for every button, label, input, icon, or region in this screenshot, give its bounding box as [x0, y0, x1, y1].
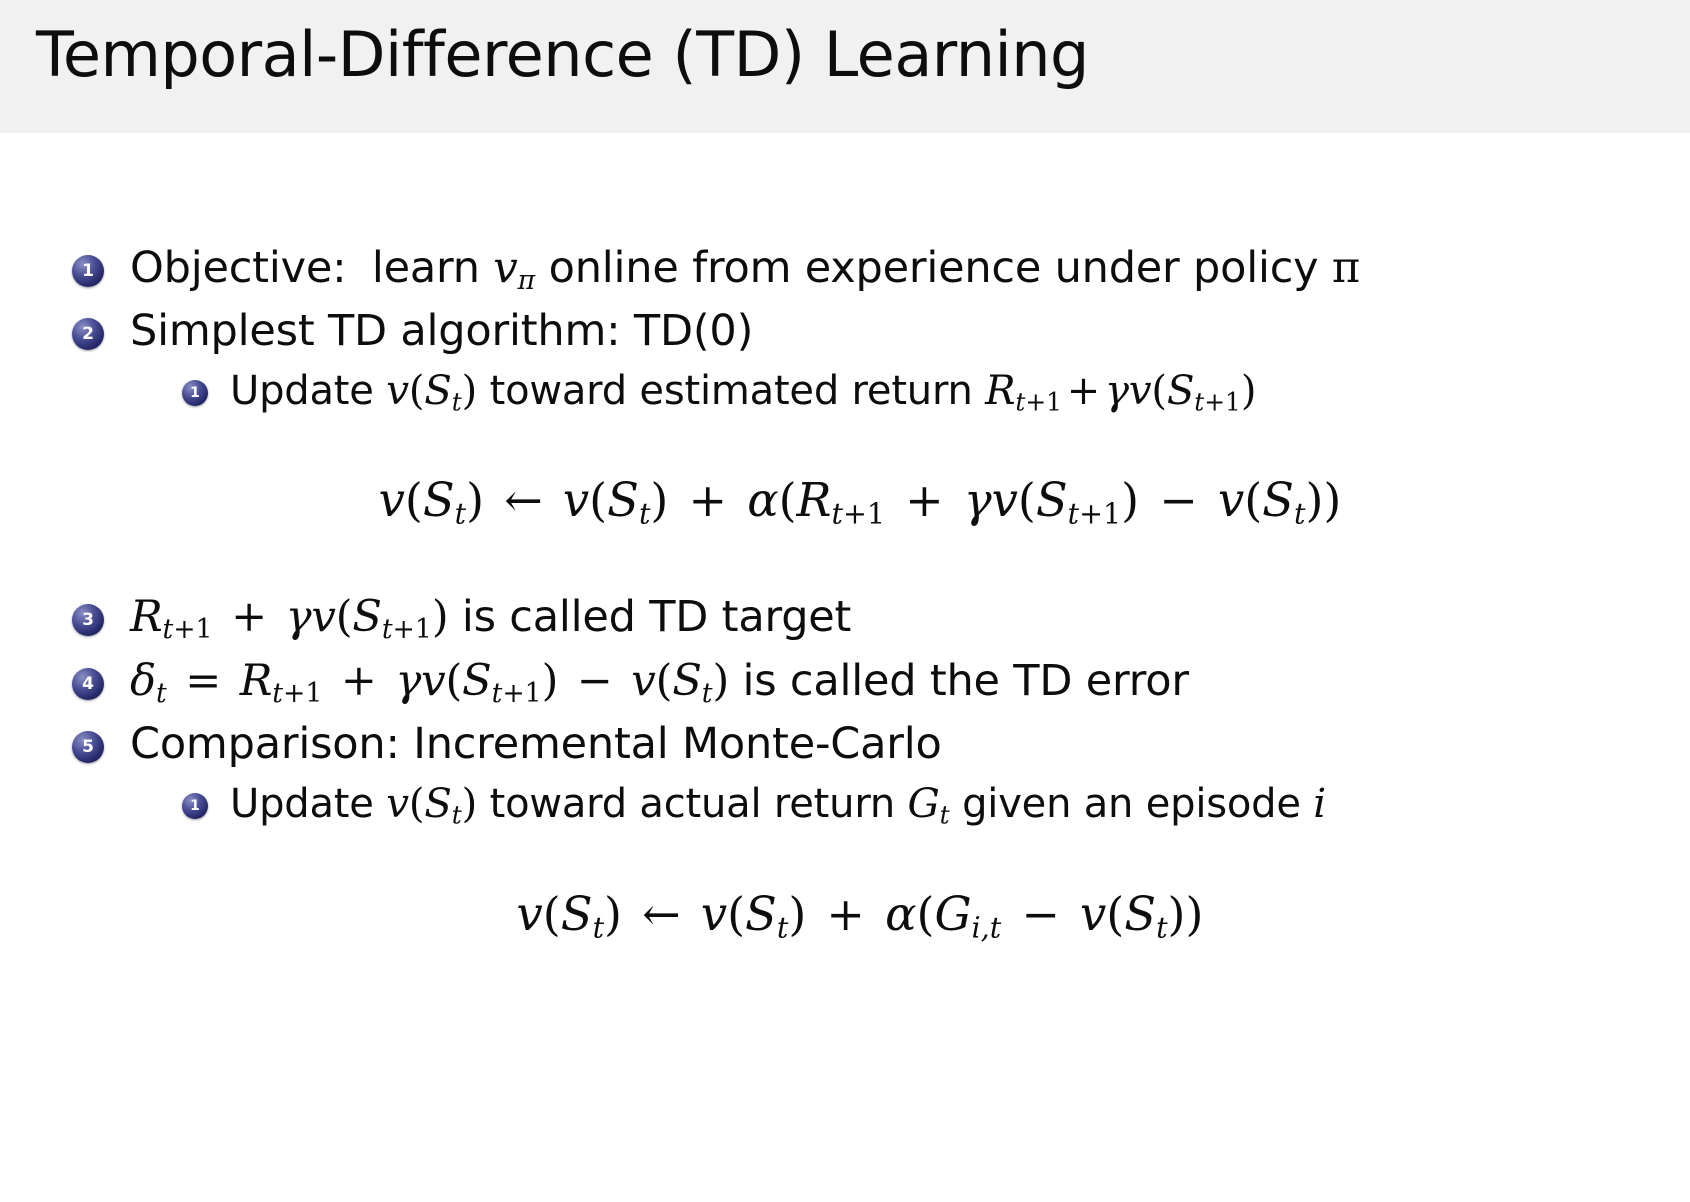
- enumerate-outer: 1 Objective: learn vπ online from experi…: [0, 243, 1690, 945]
- bullet-number-icon: 2: [72, 318, 104, 351]
- slide-body: 1 Objective: learn vπ online from experi…: [0, 133, 1690, 1202]
- list-item-update-toward-estimated-return: 1 Update v(St) toward estimated return R…: [0, 366, 1690, 417]
- list-item-update-toward-actual-return: 1 Update v(St) toward actual return Gt g…: [0, 778, 1690, 830]
- page-title: Temporal-Difference (TD) Learning: [36, 18, 1089, 91]
- list-item-objective: 1 Objective: learn vπ online from experi…: [0, 243, 1690, 296]
- equation-row-td-update: v(St) ← v(St) + α(Rt+1 + γv(St+1) − v(St…: [0, 473, 1690, 530]
- equation-mc-update: v(St) ← v(St) + α(Gi,t − v(St)): [516, 887, 1204, 945]
- list-item-label: Update v(St) toward estimated return Rt+…: [230, 366, 1257, 417]
- bullet-number-icon: 4: [72, 667, 104, 700]
- list-item-comparison: 5 Comparison: Incremental Monte-Carlo: [0, 719, 1690, 770]
- title-band: [0, 0, 1690, 133]
- list-item-td-error: 4 δt = Rt+1 + γv(St+1) − v(St) is called…: [0, 656, 1690, 709]
- list-item-label: Update v(St) toward actual return Gt giv…: [230, 778, 1326, 830]
- bullet-number-icon: 1: [182, 380, 208, 407]
- bullet-number-icon: 5: [72, 730, 104, 763]
- list-item-label: δt = Rt+1 + γv(St+1) − v(St) is called t…: [130, 655, 1189, 709]
- equation-td-update: v(St) ← v(St) + α(Rt+1 + γv(St+1) − v(St…: [378, 472, 1342, 531]
- bullet-number-icon: 3: [72, 604, 104, 637]
- list-item-simplest-td: 2 Simplest TD algorithm: TD(0): [0, 306, 1690, 357]
- list-item-label: Comparison: Incremental Monte-Carlo: [130, 718, 942, 769]
- bullet-number-icon: 1: [182, 792, 208, 819]
- list-item-td-target: 3 Rt+1 + γv(St+1) is called TD target: [0, 592, 1690, 645]
- list-item-label: Simplest TD algorithm: TD(0): [130, 306, 754, 357]
- bullet-number-icon: 1: [72, 255, 104, 287]
- list-item-label: Objective: learn vπ online from experien…: [130, 243, 1360, 296]
- equation-row-mc-update: v(St) ← v(St) + α(Gi,t − v(St)): [0, 887, 1690, 944]
- list-item-label: Rt+1 + γv(St+1) is called TD target: [130, 592, 852, 646]
